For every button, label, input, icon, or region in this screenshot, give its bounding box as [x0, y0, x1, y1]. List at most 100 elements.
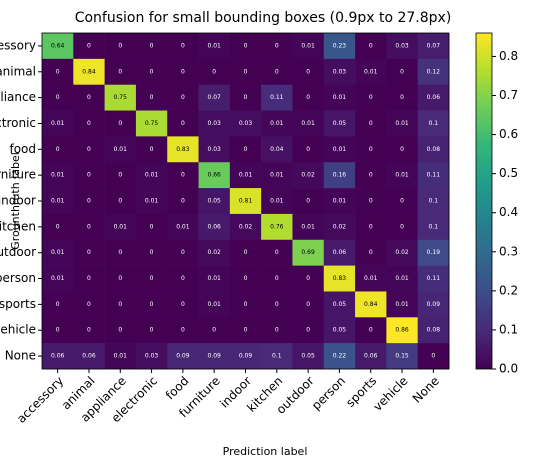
cell-label: 0: [56, 68, 60, 75]
cell: [355, 188, 387, 215]
cell: [198, 136, 231, 163]
cell: [135, 188, 168, 215]
cell-label: 0: [369, 249, 373, 256]
cell: [292, 317, 325, 344]
colorbar-tick-label: 0.4: [499, 205, 518, 219]
cell-label: 0.1: [429, 223, 439, 230]
cell: [135, 291, 168, 318]
cell: [229, 265, 262, 292]
cell-label: 0: [118, 68, 122, 75]
cell: [386, 291, 418, 318]
cell: [261, 188, 293, 215]
cell: [42, 110, 74, 137]
cell: [198, 162, 231, 189]
x-axis-label: Prediction label: [223, 445, 308, 458]
cell-label: 0.1: [429, 198, 439, 205]
cell: [104, 213, 137, 241]
cell: [42, 188, 74, 215]
cell: [198, 110, 231, 137]
y-tick-label: outdoor: [0, 245, 36, 259]
cell-label: 0.01: [333, 198, 347, 205]
cell-label: 0.01: [364, 68, 378, 75]
y-tick-label: sports: [0, 297, 36, 311]
cell: [323, 84, 356, 111]
cell-label: 0.22: [333, 353, 347, 360]
cell: [198, 291, 231, 318]
cell: [261, 162, 293, 189]
cell: [292, 58, 325, 85]
colorbar-tick-label: 0.2: [499, 283, 518, 297]
cell-label: 0: [56, 223, 60, 230]
cell-label: 0.09: [239, 353, 253, 360]
cell: [261, 291, 293, 318]
cell: [42, 239, 74, 266]
cell: [167, 239, 199, 266]
cell: [355, 265, 387, 292]
cell-label: 0: [306, 327, 310, 334]
cell: [104, 291, 137, 318]
cell: [355, 162, 387, 189]
cell-label: 0: [369, 327, 373, 334]
cell: [104, 265, 137, 292]
y-tick-label: appliance: [0, 90, 36, 104]
cell: [355, 33, 387, 60]
cell-label: 0.86: [395, 327, 409, 334]
cell: [229, 136, 262, 163]
cell: [42, 317, 74, 344]
cell-label: 0.84: [364, 301, 378, 308]
cell: [323, 265, 356, 292]
cell-label: 0: [150, 223, 154, 230]
cell-label: 0.01: [395, 301, 409, 308]
cell-label: 0.01: [114, 353, 128, 360]
cell-label: 0: [369, 94, 373, 101]
cell: [73, 136, 105, 163]
cell-label: 0.06: [364, 353, 378, 360]
cell: [42, 84, 74, 111]
cell: [73, 58, 105, 85]
cell: [229, 162, 262, 189]
cell: [135, 58, 168, 85]
cell-label: 0: [306, 68, 310, 75]
cell: [292, 343, 325, 370]
cell: [104, 84, 137, 111]
cell-label: 0.05: [333, 327, 347, 334]
cell: [323, 213, 356, 241]
cell-label: 0.01: [239, 172, 253, 179]
cell: [261, 343, 293, 370]
cell-label: 0: [244, 42, 248, 49]
cell: [386, 162, 418, 189]
cell: [417, 343, 450, 370]
cell: [229, 188, 262, 215]
cell: [167, 162, 199, 189]
cell-label: 0: [118, 42, 122, 49]
cell: [167, 136, 199, 163]
cell: [167, 265, 199, 292]
cell-label: 0: [87, 120, 91, 127]
cell: [323, 33, 356, 60]
cell: [104, 162, 137, 189]
colorbar-tick-label: 0.8: [499, 49, 518, 63]
x-tick-label: person: [309, 374, 348, 413]
cell: [73, 33, 105, 60]
cell: [167, 58, 199, 85]
cell: [355, 110, 387, 137]
cell-label: 0.75: [114, 94, 128, 101]
cell: [261, 58, 293, 85]
cell: [167, 343, 199, 370]
cell-label: 0: [212, 68, 216, 75]
cell-label: 0: [369, 42, 373, 49]
cell: [292, 188, 325, 215]
cell-label: 0.08: [427, 146, 441, 153]
cell-label: 0: [244, 275, 248, 282]
cell-label: 0: [150, 275, 154, 282]
cell-label: 0: [369, 198, 373, 205]
y-axis-label: Grounthruth label: [9, 152, 22, 250]
cell: [198, 317, 231, 344]
cell-label: 0.01: [270, 172, 284, 179]
colorbar-tick-label: 0.0: [499, 362, 518, 376]
cell-label: 0.05: [333, 301, 347, 308]
cell: [323, 239, 356, 266]
cell: [417, 317, 450, 344]
cell: [104, 136, 137, 163]
cell: [229, 317, 262, 344]
